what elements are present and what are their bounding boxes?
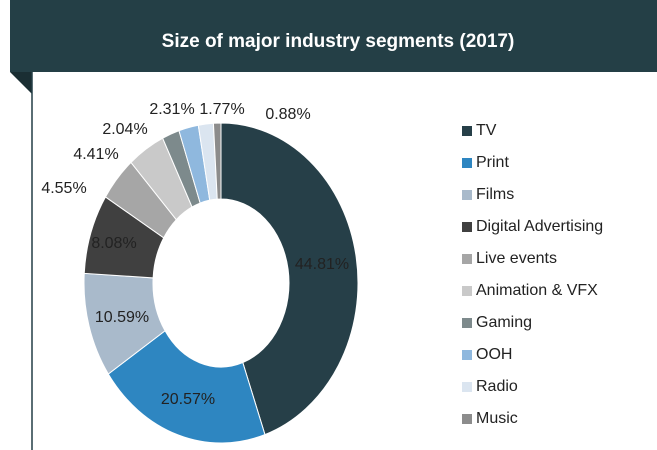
legend-swatch bbox=[462, 254, 472, 264]
donut-slice bbox=[220, 122, 359, 436]
banner-fold bbox=[10, 72, 32, 94]
legend-label: Digital Advertising bbox=[476, 218, 603, 235]
donut-slice bbox=[107, 330, 266, 444]
legend-label: TV bbox=[476, 122, 497, 139]
legend-swatch bbox=[462, 222, 472, 232]
legend-label: OOH bbox=[476, 346, 512, 363]
legend-swatch bbox=[462, 158, 472, 168]
legend-swatch bbox=[462, 318, 472, 328]
legend-swatch bbox=[462, 286, 472, 296]
chart-title: Size of major industry segments (2017) bbox=[162, 31, 515, 52]
legend-swatch bbox=[462, 126, 472, 136]
data-label: 20.57% bbox=[161, 391, 215, 408]
legend-swatch bbox=[462, 382, 472, 392]
legend-label: Animation & VFX bbox=[476, 282, 598, 299]
legend-swatch bbox=[462, 350, 472, 360]
data-label: 4.55% bbox=[41, 180, 86, 197]
legend-label: Print bbox=[476, 154, 509, 171]
header-banner bbox=[10, 0, 657, 72]
legend-label: Gaming bbox=[476, 314, 532, 331]
donut-slice bbox=[212, 122, 222, 200]
legend-label: Radio bbox=[476, 378, 518, 395]
data-label: 2.04% bbox=[102, 121, 147, 138]
legend-label: Live events bbox=[476, 250, 557, 267]
data-label: 0.88% bbox=[265, 106, 310, 123]
legend-swatch bbox=[462, 414, 472, 424]
data-label: 1.77% bbox=[199, 101, 244, 118]
legend-swatch bbox=[462, 190, 472, 200]
data-label: 4.41% bbox=[73, 146, 118, 163]
data-label: 44.81% bbox=[295, 256, 349, 273]
data-label: 10.59% bbox=[95, 309, 149, 326]
data-label: 2.31% bbox=[149, 101, 194, 118]
legend-label: Films bbox=[476, 186, 514, 203]
legend-label: Music bbox=[476, 410, 518, 427]
data-label: 8.08% bbox=[91, 235, 136, 252]
